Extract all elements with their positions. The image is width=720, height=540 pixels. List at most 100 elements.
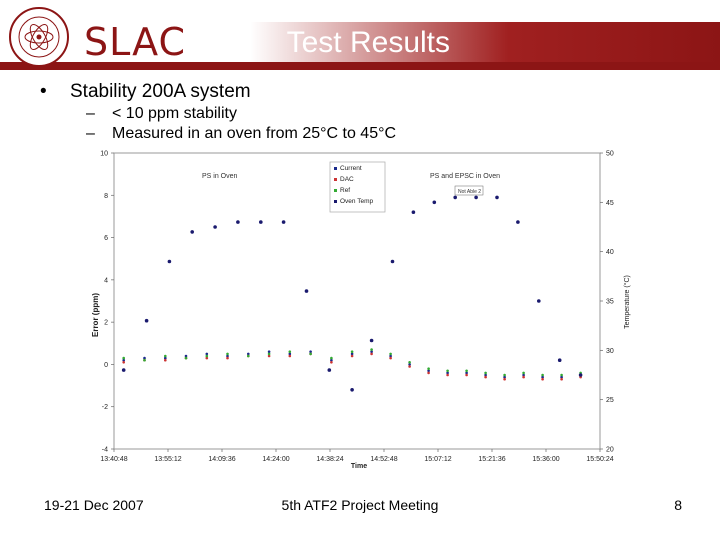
x-tick-label: 14:38:24 (316, 456, 343, 463)
data-point-ref (389, 352, 392, 356)
data-point-dac (484, 375, 487, 379)
data-point-oven-temp (121, 368, 126, 372)
data-point-current (503, 375, 506, 379)
data-point-ref (408, 361, 411, 364)
x-tick-label: 15:07:12 (424, 456, 451, 463)
data-point-oven-temp (236, 220, 240, 224)
y-tick-label: 2 (104, 320, 108, 327)
header-rule (0, 62, 720, 70)
data-point-dac (389, 356, 392, 360)
data-point-ref (226, 352, 229, 356)
sub-bullet-text: < 10 ppm stability (112, 105, 237, 122)
data-point-ref (541, 373, 544, 377)
x-tick-label: 14:24:00 (262, 456, 289, 463)
data-point-ref (184, 356, 188, 360)
legend-swatch (334, 200, 337, 203)
data-point-oven-temp (390, 259, 395, 264)
data-point-current (205, 352, 209, 356)
y2-axis-label: Temperature (°C) (623, 275, 631, 329)
data-point-dac (350, 354, 354, 358)
data-point-oven-temp (327, 368, 332, 372)
legend-box (329, 161, 386, 213)
data-point-oven-temp (304, 289, 309, 293)
data-point-dac (267, 354, 271, 358)
data-point-current (267, 350, 271, 353)
callout-box (454, 185, 484, 196)
bullet-list: • Stability 200A system – < 10 ppm stabi… (40, 80, 680, 144)
y2-tick-label: 40 (606, 249, 614, 256)
y-tick-label: 4 (104, 277, 108, 284)
data-point-ref (350, 350, 354, 353)
footer-page-number: 8 (674, 497, 682, 513)
data-point-current (184, 354, 188, 358)
data-point-dac (408, 365, 411, 368)
data-point-dac (522, 375, 525, 379)
annotation-ps-in-oven: PS in Oven (202, 173, 238, 180)
data-point-oven-temp (495, 195, 499, 200)
legend-entry: DAC (340, 176, 354, 183)
data-point-ref (330, 356, 333, 360)
data-point-dac (288, 354, 292, 358)
y2-tick-label: 50 (606, 151, 614, 158)
chart-svg: -4 -2 0 2 4 6 8 10 20 25 30 35 40 45 50 13:40:48 13:55… (91, 151, 631, 471)
y2-tick-label: 35 (606, 299, 614, 306)
x-tick-label: 13:55:12 (154, 456, 181, 463)
data-point-ref (267, 352, 271, 356)
data-point-ref (484, 371, 487, 375)
data-point-dac (541, 377, 544, 381)
legend-swatch (334, 189, 337, 192)
data-point-dac (164, 358, 167, 362)
legend-entry: Oven Temp (340, 198, 374, 205)
data-point-oven-temp (281, 220, 286, 224)
chart-legend: Current DAC Ref Oven Temp (329, 161, 386, 213)
data-point-ref (560, 373, 563, 377)
sub-bullet-dash: – (86, 105, 95, 122)
data-point-oven-temp (369, 338, 374, 343)
data-point-ref (446, 369, 449, 373)
data-point-ref (309, 352, 312, 356)
data-point-ref (288, 350, 292, 353)
data-point-dac (503, 377, 506, 381)
data-point-oven-temp (411, 210, 416, 214)
data-point-ref (164, 354, 167, 358)
data-point-ref (522, 371, 525, 375)
data-point-dac (122, 361, 125, 364)
data-point-current (122, 358, 125, 362)
data-point-oven-temp (432, 200, 437, 205)
data-point-ref (247, 354, 250, 358)
y-tick-label: -4 (102, 447, 108, 454)
sub-bullet-dash: – (86, 125, 95, 142)
data-point-ref (503, 373, 506, 377)
data-point-oven-temp (474, 195, 478, 200)
y-axis-label: Error (ppm) (91, 293, 100, 337)
x-tick-label: 14:09:36 (208, 456, 235, 463)
data-point-oven-temp (190, 230, 194, 234)
data-point-current (164, 356, 167, 360)
data-point-oven-temp (537, 299, 541, 303)
callout-text: Not Able 2 (458, 189, 481, 195)
data-point-oven-temp (350, 388, 354, 392)
footer-date: 19-21 Dec 2007 (44, 497, 144, 513)
y-tick-label: 6 (104, 235, 108, 242)
data-point-oven-temp (213, 225, 217, 229)
data-point-dac (560, 377, 563, 381)
data-point-dac (370, 352, 373, 356)
data-point-dac (446, 373, 449, 377)
stability-chart: -4 -2 0 2 4 6 8 10 20 25 30 35 40 45 50 13:40:48 13:55… (90, 145, 650, 471)
slide-header: SLAC Test Results (0, 0, 720, 70)
y-tick-label: 8 (104, 193, 108, 200)
data-point-oven-temp (578, 373, 583, 377)
data-point-oven-temp (144, 318, 149, 323)
data-point-current (350, 352, 354, 356)
legend-swatch (334, 167, 337, 170)
data-point-current (330, 358, 333, 362)
data-point-current (484, 373, 487, 377)
data-point-oven-temp (259, 220, 263, 224)
data-point-dac (427, 371, 430, 375)
data-point-current (560, 375, 563, 379)
data-point-current (522, 373, 525, 377)
annotation-ps-epsc: PS and EPSC in Oven (430, 173, 500, 180)
data-point-oven-temp (453, 195, 458, 200)
data-point-current (288, 352, 292, 356)
legend-entry: Current (340, 165, 362, 172)
